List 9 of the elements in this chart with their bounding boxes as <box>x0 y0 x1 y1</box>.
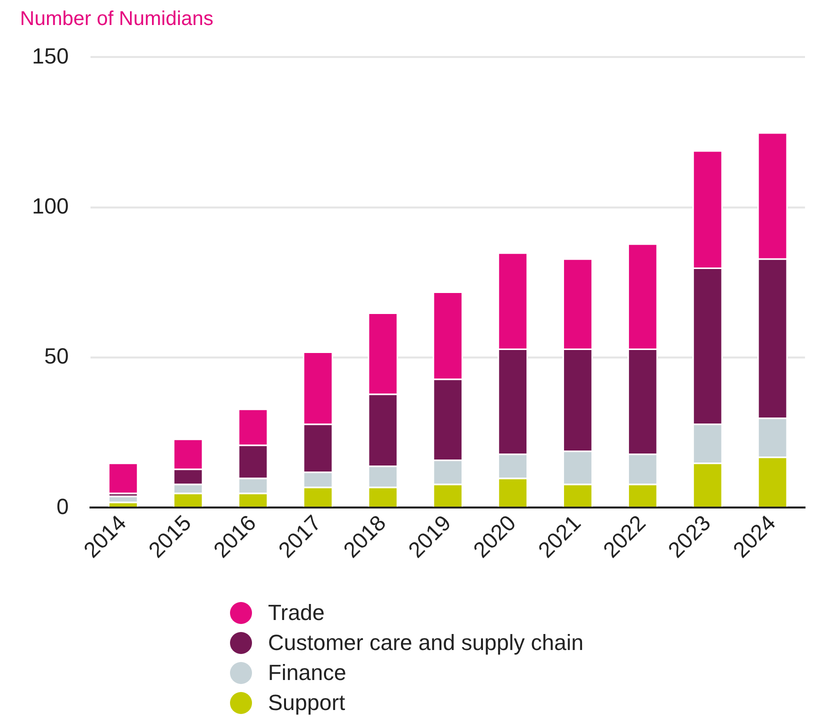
legend-label: Customer care and supply chain <box>268 630 584 656</box>
legend-label: Trade <box>268 600 325 626</box>
legend-label: Finance <box>268 660 346 686</box>
y-tick-label: 50 <box>44 344 69 369</box>
y-tick-label: 150 <box>32 43 69 68</box>
legend-label: Support <box>268 690 346 716</box>
y-tick-label: 0 <box>56 494 69 519</box>
y-tick-label: 100 <box>32 193 69 218</box>
y-axis-title: Number of Numidians <box>20 8 214 31</box>
